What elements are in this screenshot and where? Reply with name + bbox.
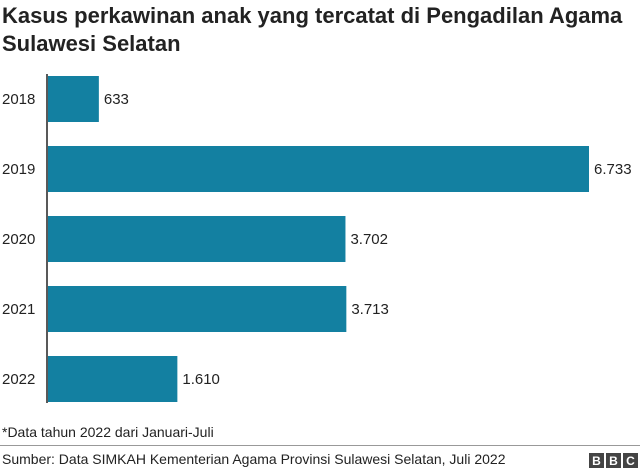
bar-2021	[48, 286, 347, 332]
category-label: 2022	[2, 371, 35, 388]
data-label: 3.702	[350, 231, 388, 248]
category-label: 2021	[2, 301, 35, 318]
category-label: 2018	[2, 91, 35, 108]
logo-letter: B	[589, 453, 604, 468]
data-label: 3.713	[351, 301, 389, 318]
bar-2020	[48, 216, 346, 262]
category-label: 2020	[2, 231, 35, 248]
chart-note: *Data tahun 2022 dari Januari-Juli	[2, 424, 214, 440]
bar-2018	[48, 76, 99, 122]
data-label: 6.733	[594, 161, 632, 178]
data-label: 633	[104, 91, 129, 108]
bbc-logo: B B C	[589, 453, 638, 468]
category-label: 2019	[2, 161, 35, 178]
chart-source: Sumber: Data SIMKAH Kementerian Agama Pr…	[2, 451, 506, 467]
logo-letter: B	[606, 453, 621, 468]
data-label: 1.610	[182, 371, 220, 388]
bar-2022	[48, 356, 178, 402]
chart-title: Kasus perkawinan anak yang tercatat di P…	[2, 3, 623, 56]
divider	[0, 445, 640, 446]
logo-letter: C	[623, 453, 638, 468]
bar-2019	[48, 146, 589, 192]
bar-chart: 2018 633 2019 6.733 2020 3.702 2021 3.713 2022 1.…	[2, 74, 632, 403]
